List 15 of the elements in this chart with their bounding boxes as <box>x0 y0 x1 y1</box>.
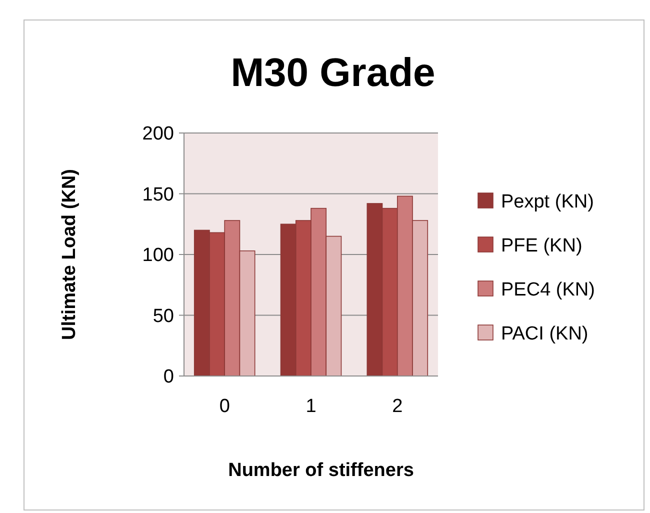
legend-label: PACI (KN) <box>501 324 588 345</box>
y-tick-label: 150 <box>142 184 174 206</box>
y-tick-label: 50 <box>152 306 174 327</box>
legend-label: PFE (KN) <box>501 236 582 257</box>
y-tick-label: 200 <box>142 124 174 145</box>
y-tick-label: 100 <box>142 245 174 266</box>
x-axis-title: Number of stiffeners <box>228 460 414 481</box>
x-tick-label: 2 <box>392 396 403 417</box>
x-tick-label: 1 <box>306 396 316 417</box>
x-tick-label: 0 <box>219 396 230 417</box>
y-tick-label: 0 <box>163 366 174 388</box>
chart-title: M30 Grade <box>230 51 436 95</box>
y-axis-title: Ultimate Load (KN) <box>59 169 80 340</box>
legend-label: Pexpt (KN) <box>501 192 594 213</box>
legend-label: PEC4 (KN) <box>501 280 595 301</box>
